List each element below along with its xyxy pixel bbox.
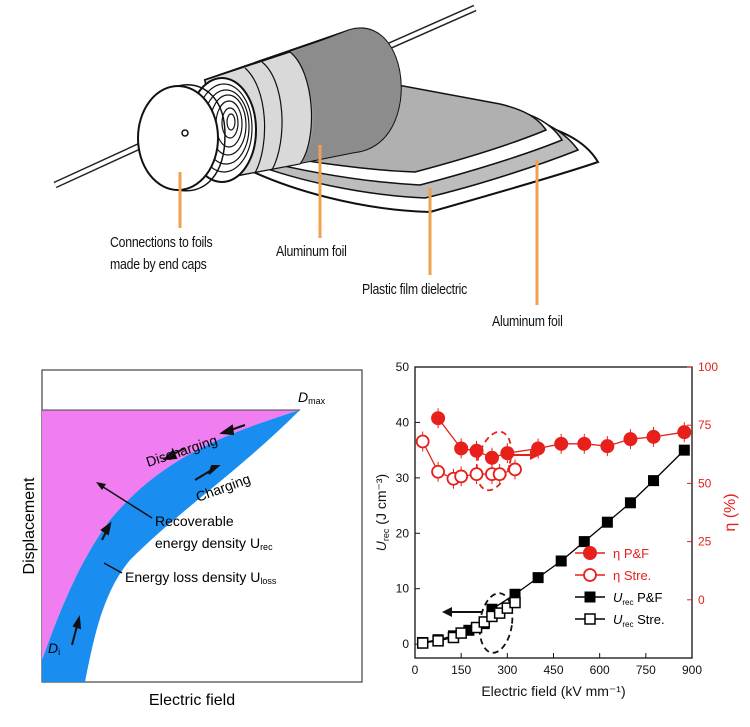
x-tick-label: 0 [412, 663, 419, 677]
data-point [500, 446, 515, 461]
y-left-tick-label: 20 [396, 526, 410, 540]
data-point [531, 441, 546, 456]
path-arrows [71, 424, 246, 646]
y-right-tick-label: 75 [698, 418, 712, 432]
y-right-tick-label: 25 [698, 535, 712, 549]
y-left-axis-label: Urec (J cm⁻³) [373, 474, 391, 551]
data-point [484, 450, 499, 465]
legend-label: η P&F [613, 546, 649, 561]
data-point [486, 603, 498, 615]
data-point [492, 467, 507, 481]
legend-marker [583, 546, 597, 560]
end-cap [137, 84, 226, 192]
x-tick-label: 900 [682, 663, 702, 677]
data-point [600, 439, 615, 454]
data-point [554, 436, 569, 451]
y-left-tick-label: 40 [396, 415, 410, 429]
legend-marker [583, 568, 597, 582]
data-point [555, 555, 567, 567]
series-3 [416, 596, 521, 649]
y-left-tick-label: 10 [396, 582, 410, 596]
data-point [432, 635, 444, 647]
data-point [469, 467, 484, 481]
data-point [431, 464, 445, 479]
x-tick-label: 750 [636, 663, 656, 677]
x-tick-label: 150 [451, 663, 471, 677]
x-tick-label: 600 [590, 663, 610, 677]
loss-pointer [103, 562, 123, 574]
loss-label: Energy loss density Uloss [125, 569, 277, 586]
data-point [431, 411, 446, 426]
data-point [646, 429, 661, 444]
data-point [578, 536, 590, 548]
y-axis-label-displacement: Displacement [21, 477, 38, 574]
energy-loss-region [42, 410, 300, 682]
d-max-label: Dmax [298, 389, 326, 406]
data-point [455, 627, 467, 639]
data-point [532, 572, 544, 584]
data-point [416, 637, 429, 649]
label-connections-line2: made by end caps [110, 256, 207, 273]
data-point [648, 475, 660, 487]
data-point [454, 469, 469, 484]
y-right-axis-label: η (%) [722, 493, 739, 531]
y-right-tick-label: 0 [698, 593, 705, 607]
data-point [469, 443, 484, 458]
recoverable-label-line1: Recoverable [155, 513, 234, 529]
legend-marker [584, 613, 596, 625]
displacement-field-diagram: Dmax Di Discharging Charging Recoverable… [21, 369, 363, 709]
legend-label: Urec P&F [613, 590, 662, 607]
data-point [577, 436, 592, 451]
d-i-label: Di [48, 640, 60, 657]
label-aluminum-foil-2: Aluminum foil [492, 313, 563, 330]
data-point [623, 432, 638, 447]
series-1 [415, 431, 522, 489]
x-axis-label: Electric field (kV mm⁻¹) [481, 683, 625, 699]
y-right-tick-label: 100 [698, 360, 718, 374]
data-point [624, 497, 636, 509]
recoverable-energy-region [42, 410, 300, 660]
energy-efficiency-chart: 0 150 300 450 600 750 900 0 10 20 30 40 50 0 25 50 75 100… [373, 360, 739, 699]
data-point [509, 596, 521, 609]
y-left-tick-label: 0 [402, 637, 409, 651]
data-point [601, 516, 613, 528]
legend-label: Urec Stre. [613, 612, 665, 629]
data-point [677, 425, 692, 440]
label-aluminum-foil-1: Aluminum foil [276, 243, 347, 260]
y-left-tick-label: 50 [396, 360, 410, 374]
label-connections-line1: Connections to foils [110, 234, 213, 251]
y-right-tick-label: 50 [698, 476, 712, 490]
recoverable-pointer [99, 484, 153, 519]
x-axis-label-electric-field: Electric field [149, 692, 235, 709]
x-tick-label: 300 [497, 663, 517, 677]
recoverable-label-line2: energy density Urec [155, 535, 273, 552]
y-left-tick-label: 30 [396, 471, 410, 485]
capacitor-illustration [53, 4, 600, 305]
legend-marker [584, 591, 596, 603]
data-point [678, 444, 690, 456]
leader-lines [178, 145, 539, 305]
data-point [454, 441, 469, 456]
label-plastic-film-dielectric: Plastic film dielectric [362, 281, 468, 298]
x-tick-label: 450 [543, 663, 563, 677]
data-point [508, 462, 522, 477]
data-point [415, 434, 430, 449]
series-0 [431, 408, 692, 468]
data-point [509, 588, 521, 600]
legend-label: η Stre. [613, 568, 651, 583]
